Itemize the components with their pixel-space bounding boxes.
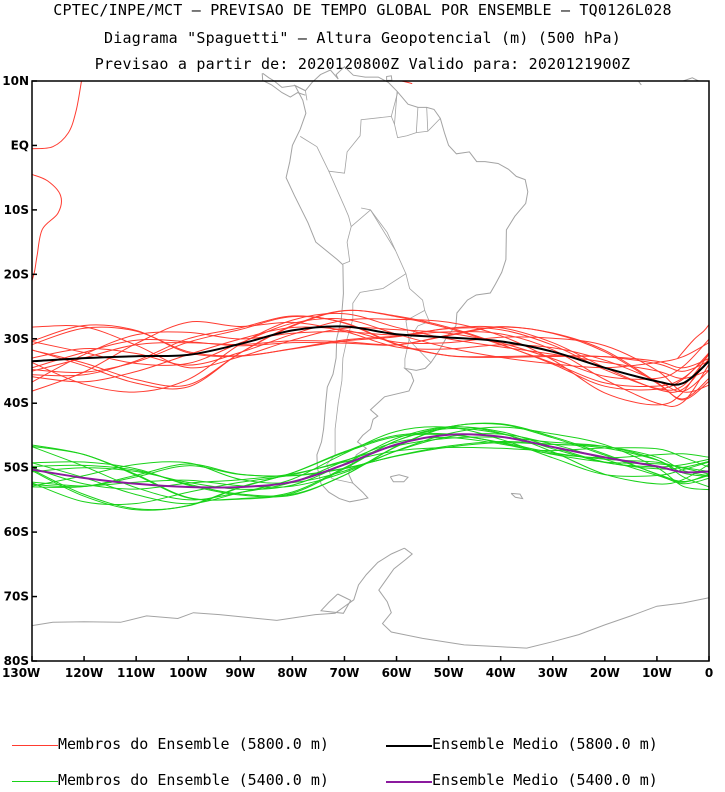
lat-label: 10S: [4, 203, 29, 217]
lat-label: 60S: [4, 525, 29, 539]
country-border: [316, 146, 352, 265]
lon-label: 50W: [434, 666, 464, 680]
member-5800: [31, 325, 710, 393]
lat-label: 20S: [4, 267, 29, 281]
lat-label: 80S: [4, 654, 29, 668]
mean-5800-line: [31, 325, 710, 386]
trinidad-island: [386, 75, 393, 81]
lon-label: 110W: [117, 666, 155, 680]
member-5800-fragment: [31, 173, 62, 281]
legend-mean-5800: Ensemble Medio (5800.0 m): [432, 735, 658, 753]
lat-label: 30S: [4, 332, 29, 346]
lon-label: 70W: [329, 666, 359, 680]
lon-label: 60W: [382, 666, 412, 680]
chart-subtitle: Diagrama "Spaguetti" – Altura Geopotenci…: [104, 29, 621, 47]
lon-label: 100W: [169, 666, 207, 680]
country-border: [394, 91, 398, 125]
country-border: [404, 340, 410, 369]
antarctic-peninsula-east: [378, 547, 710, 649]
country-border: [299, 136, 318, 148]
member-5400: [31, 433, 710, 487]
member-5800: [31, 326, 710, 393]
alexander-island: [319, 593, 352, 614]
south-georgia-island: [510, 492, 524, 500]
legend-members-5400: Membros do Ensemble (5400.0 m): [58, 771, 329, 789]
country-border: [426, 107, 429, 132]
member-5800-fragment: [31, 80, 82, 150]
member-5400: [31, 426, 710, 505]
lon-label: 10W: [642, 666, 672, 680]
antarctic-peninsula: [31, 547, 405, 627]
member-5800: [31, 326, 710, 401]
forecast-validity: Previsao a partir de: 2020120800Z Valido…: [94, 55, 631, 73]
member-5800: [677, 324, 710, 359]
member-5800: [31, 309, 710, 391]
central-america-coast: [262, 72, 306, 92]
chart-title: CPTEC/INPE/MCT – PREVISAO DE TEMPO GLOBA…: [53, 1, 672, 19]
legend-mean-5400: Ensemble Medio (5400.0 m): [432, 771, 658, 789]
member-5400: [31, 437, 710, 501]
legend-line-mean-5800: [386, 745, 432, 747]
ensemble-members: [31, 80, 710, 511]
lat-label: 70S: [4, 590, 29, 604]
legend-line-members-5400: [12, 781, 58, 782]
legend-members-5800: Membros do Ensemble (5800.0 m): [58, 735, 329, 753]
lon-label: 30W: [538, 666, 568, 680]
lat-label: 10N: [2, 74, 29, 88]
member-5400: [31, 426, 710, 501]
country-border: [305, 90, 308, 101]
lon-label: 120W: [65, 666, 103, 680]
country-border: [415, 107, 419, 133]
lat-label: EQ: [11, 138, 29, 152]
legend-line-members-5800: [12, 745, 58, 746]
map-frame: [31, 80, 710, 662]
member-5800: [31, 318, 710, 406]
member-5800: [31, 309, 710, 390]
lon-label: 40W: [486, 666, 516, 680]
latitude-axis: 10N EQ 10S 20S 30S 40S 50S 60S 70S 80S: [2, 74, 29, 668]
falkland-islands: [389, 474, 409, 483]
lat-label: 50S: [4, 461, 29, 475]
legend-line-mean-5400: [386, 781, 432, 783]
country-border: [408, 310, 430, 341]
member-5400: [31, 422, 710, 497]
lon-label: 90W: [225, 666, 255, 680]
lon-label: 130W: [2, 666, 40, 680]
ensemble-means: [31, 325, 710, 489]
longitude-axis: 130W 120W 110W 100W 90W 80W 70W 60W 50W 40W 30W 20W…: [2, 666, 713, 680]
member-5400: [31, 436, 710, 506]
lon-label: 0: [705, 666, 713, 680]
member-5400: [31, 442, 710, 488]
country-border: [361, 207, 396, 251]
mean-5400-line: [31, 433, 710, 489]
map-background: [32, 81, 709, 661]
lon-label: 20W: [590, 666, 620, 680]
lat-label: 40S: [4, 396, 29, 410]
member-5800: [31, 312, 710, 393]
north-atlantic-island: [638, 81, 642, 86]
lon-label: 80W: [277, 666, 307, 680]
axis-ticks: [31, 80, 710, 662]
